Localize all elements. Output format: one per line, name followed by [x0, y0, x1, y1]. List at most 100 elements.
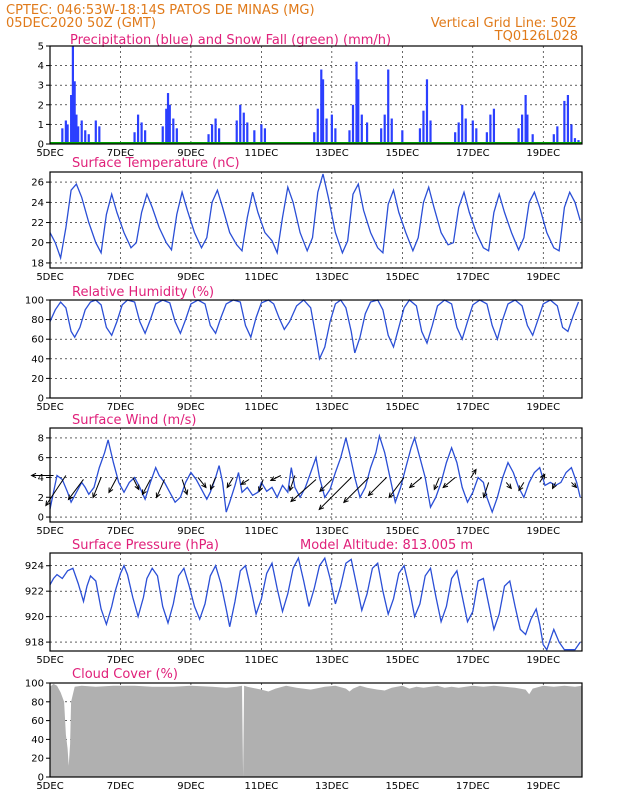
pressure-series-line — [49, 556, 581, 652]
precip-bar — [136, 114, 140, 144]
xtick-label: 19DEC — [526, 148, 560, 159]
wind-vector — [197, 477, 207, 488]
wind-vector-head — [108, 487, 114, 494]
wind-vector-head — [471, 468, 477, 475]
run-datetime: 05DEC2020 50Z (GMT) — [6, 16, 156, 31]
xtick-label: 19DEC — [526, 526, 560, 537]
ytick-label: 5 — [38, 42, 44, 53]
wind-vector-head — [388, 492, 394, 499]
precip-bar — [365, 122, 369, 144]
precip-bar — [355, 61, 358, 144]
xtick-label: 13DEC — [315, 655, 349, 666]
precip-bar — [464, 118, 467, 144]
precip-bar — [325, 118, 328, 144]
ytick-label: 4 — [38, 473, 44, 484]
wind-vector — [470, 469, 477, 478]
ytick-label: 60 — [31, 716, 44, 727]
wind-vector-head — [269, 476, 276, 482]
xtick-label: 13DEC — [315, 148, 349, 159]
precip-bar — [330, 114, 333, 144]
xtick-label: 9DEC — [177, 402, 204, 413]
ytick-label: 1 — [38, 120, 44, 131]
wind-vector-head — [290, 496, 296, 503]
wind-vector-head — [67, 494, 74, 501]
precip-bar — [485, 132, 488, 144]
precip-bar — [461, 104, 464, 144]
xtick-label: 9DEC — [177, 781, 204, 792]
ytick-label: 80 — [31, 697, 44, 708]
wind-vector-head — [30, 472, 37, 479]
precip-bar — [321, 79, 325, 144]
precip-bar — [351, 104, 355, 144]
xtick-label: 7DEC — [107, 148, 134, 159]
ytick-label: 2 — [38, 493, 44, 504]
wind-vector — [539, 474, 546, 483]
wind-vector — [141, 479, 151, 495]
ytick-label: 0 — [38, 513, 44, 524]
xtick-label: 15DEC — [385, 272, 419, 283]
wind-series-line — [49, 433, 581, 515]
precip-bar — [320, 69, 323, 144]
xtick-label: 11DEC — [245, 655, 279, 666]
wind-vector — [518, 482, 525, 491]
ytick-label: 26 — [31, 178, 44, 189]
ytick-label: 20 — [31, 754, 44, 765]
xtick-label: 17DEC — [456, 272, 490, 283]
precip-bar — [210, 124, 214, 144]
wind-vector — [210, 477, 217, 490]
ytick-label: 22 — [31, 218, 44, 229]
rh-title: Relative Humidity (%) — [72, 285, 214, 300]
pressure-panel: Surface Pressure (hPa) Model Altitude: 81… — [25, 538, 583, 666]
precip-bar — [235, 120, 238, 144]
wind-vector — [92, 477, 102, 498]
cloud-area — [50, 683, 582, 777]
ytick-label: 18 — [31, 258, 44, 269]
wind-vector — [343, 477, 370, 503]
precip-bar — [133, 132, 136, 144]
ytick-label: 80 — [31, 315, 44, 326]
ytick-label: 40 — [31, 354, 44, 365]
xtick-label: 15DEC — [385, 402, 419, 413]
precip-bar — [563, 100, 566, 144]
precip-bar — [263, 128, 267, 144]
wind-vector-head — [258, 486, 263, 493]
precip-bar — [471, 120, 474, 144]
xtick-label: 11DEC — [245, 781, 279, 792]
wind-vector — [108, 477, 118, 493]
precip-bar — [175, 128, 178, 144]
ytick-label: 920 — [25, 612, 44, 623]
xtick-label: 19DEC — [526, 655, 560, 666]
rh-series-line — [49, 299, 580, 362]
cloud-panel: Cloud Cover (%) 0 20 40 60 80 100 5DEC 7DEC 9DEC 1… — [25, 667, 583, 792]
xtick-label: 9DEC — [177, 526, 204, 537]
xtick-label: 7DEC — [107, 526, 134, 537]
xtick-label: 5DEC — [36, 272, 63, 283]
xtick-label: 15DEC — [385, 148, 419, 159]
model-id: TQ0126L028 — [494, 29, 578, 44]
wind-vector-head — [433, 484, 439, 491]
rh-frame — [49, 299, 583, 399]
wind-vector — [270, 475, 281, 481]
cloud-title: Cloud Cover (%) — [72, 667, 178, 682]
precip-bar — [526, 114, 529, 144]
precip-bar — [253, 130, 256, 144]
ytick-label: 6 — [38, 453, 44, 464]
precip-bar — [521, 114, 524, 144]
pressure-title: Surface Pressure (hPa) — [72, 538, 219, 553]
precip-bar — [390, 118, 393, 144]
precip-bar — [556, 126, 559, 144]
cloud-frame — [49, 682, 583, 778]
xtick-label: 19DEC — [526, 402, 560, 413]
ytick-label: 4 — [38, 61, 44, 72]
precip-bar — [380, 128, 383, 144]
precip-bar — [457, 122, 460, 144]
wind-vector-head — [343, 497, 349, 504]
precip-bar — [552, 134, 555, 144]
xtick-label: 13DEC — [315, 781, 349, 792]
precip-bar — [316, 108, 319, 144]
xtick-label: 7DEC — [107, 402, 134, 413]
ytick-label: 40 — [31, 735, 44, 746]
xtick-label: 19DEC — [526, 272, 560, 283]
xtick-label: 7DEC — [107, 781, 134, 792]
wind-vector-head — [442, 482, 449, 489]
